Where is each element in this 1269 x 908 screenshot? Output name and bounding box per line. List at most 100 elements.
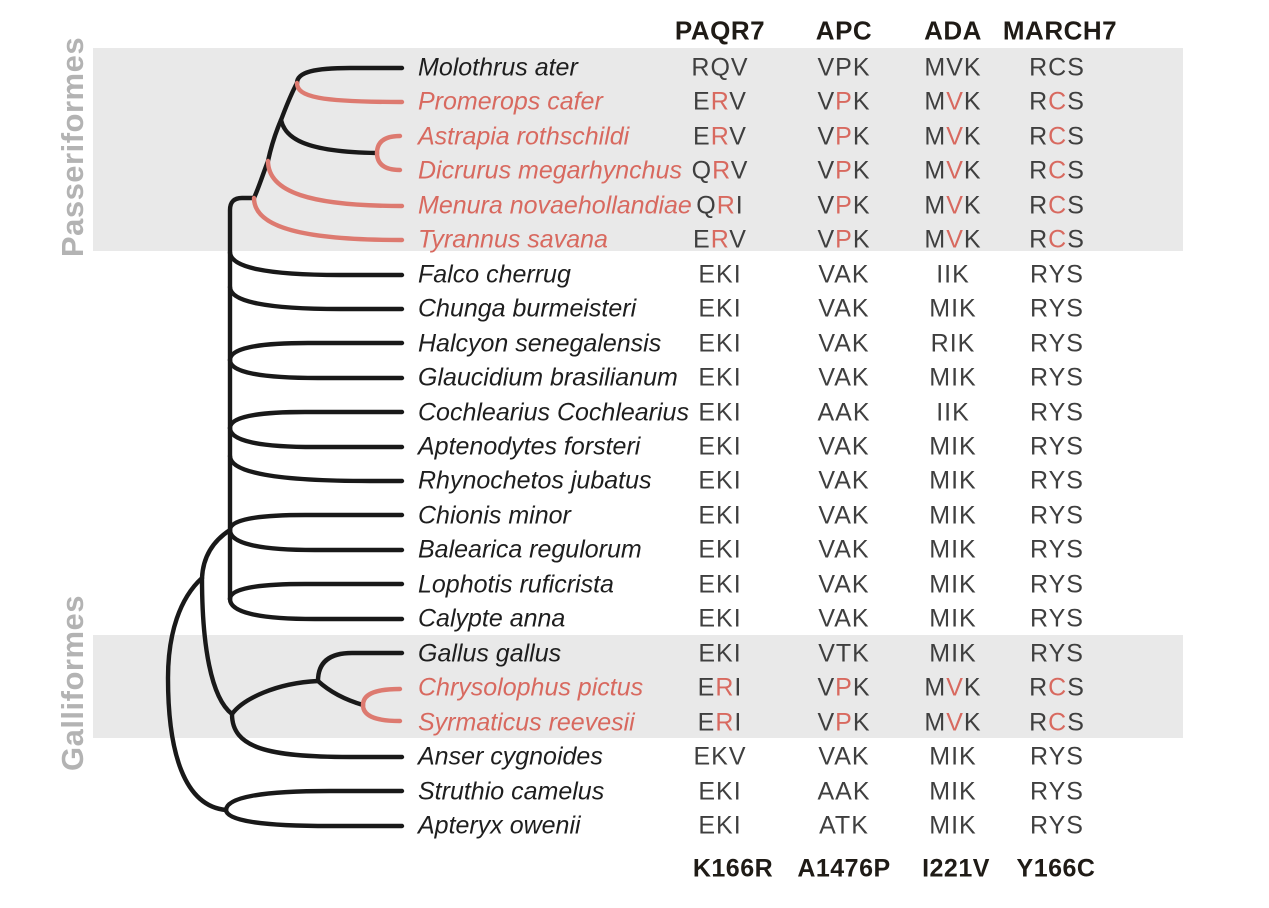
sequence-cell: QRV bbox=[691, 156, 749, 185]
tree-branch-neoaves-stem bbox=[199, 527, 233, 581]
sequence-cell: EKI bbox=[698, 363, 742, 392]
species-name: Chunga burmeisteri bbox=[418, 294, 637, 323]
tree-branch-astrapia-dicrurus-pair bbox=[374, 133, 403, 173]
sequence-cell: VPK bbox=[817, 673, 871, 702]
sequence-cell: AAK bbox=[817, 777, 871, 806]
sequence-cell: EKI bbox=[698, 570, 742, 599]
sequence-cell: VAK bbox=[818, 604, 870, 633]
sequence-cell: RCS bbox=[1029, 122, 1085, 151]
sequence-cell: RYS bbox=[1030, 294, 1084, 323]
species-name: Menura novaehollandiae bbox=[418, 191, 692, 220]
substitution-label-y166c: Y166C bbox=[1016, 854, 1096, 883]
highlighted-residue: V bbox=[946, 87, 964, 116]
sequence-cell: MIK bbox=[929, 363, 977, 392]
highlighted-residue: V bbox=[946, 225, 964, 254]
tree-branch-chunga bbox=[227, 284, 405, 312]
species-name: Falco cherrug bbox=[418, 260, 571, 289]
sequence-cell: RCS bbox=[1029, 673, 1085, 702]
highlighted-residue: C bbox=[1048, 87, 1068, 116]
sequence-cell: VAK bbox=[818, 329, 870, 358]
species-name: Chrysolophus pictus bbox=[418, 673, 644, 702]
tree-branch-anser bbox=[229, 711, 405, 760]
sequence-cell: VPK bbox=[817, 156, 871, 185]
highlighted-residue: C bbox=[1048, 673, 1068, 702]
species-name: Gallus gallus bbox=[418, 639, 562, 668]
tree-branch-halcyon bbox=[227, 340, 405, 363]
sequence-cell: ERI bbox=[697, 708, 743, 737]
highlighted-residue: R bbox=[715, 673, 735, 702]
sequence-cell: MIK bbox=[929, 811, 977, 840]
highlighted-residue: V bbox=[946, 191, 964, 220]
species-name: Dicrurus megarhynchus bbox=[418, 156, 682, 185]
highlighted-residue: R bbox=[712, 156, 731, 185]
sequence-cell: MIK bbox=[929, 432, 977, 461]
sequence-cell: RQV bbox=[691, 53, 749, 82]
sequence-cell: IIK bbox=[936, 398, 970, 427]
sequence-cell: VAK bbox=[818, 363, 870, 392]
substitution-label-k166r: K166R bbox=[692, 854, 774, 883]
tree-branch-chrysolophus-syrmaticus-pair bbox=[360, 686, 403, 724]
gene-header-march7: MARCH7 bbox=[1002, 15, 1118, 46]
sequence-cell: VPK bbox=[817, 191, 871, 220]
sequence-cell: VAK bbox=[818, 294, 870, 323]
sequence-cell: VPK bbox=[817, 87, 871, 116]
sequence-cell: RYS bbox=[1030, 329, 1084, 358]
sequence-cell: MIK bbox=[929, 570, 977, 599]
species-name: Astrapia rothschildi bbox=[418, 122, 630, 151]
tree-branch-balearica bbox=[227, 527, 405, 553]
sequence-cell: EKI bbox=[698, 466, 742, 495]
sequence-cell: MVK bbox=[924, 87, 982, 116]
tree-branch-galloanserae-to-galliformes bbox=[229, 678, 321, 717]
highlighted-residue: V bbox=[946, 673, 964, 702]
species-name: Anser cygnoides bbox=[418, 742, 603, 771]
sequence-cell: VPK bbox=[817, 708, 871, 737]
species-name: Syrmaticus reevesii bbox=[418, 708, 635, 737]
sequence-cell: ERV bbox=[693, 225, 747, 254]
highlighted-residue: P bbox=[835, 673, 853, 702]
sequence-cell: ERI bbox=[697, 673, 743, 702]
sequence-cell: MIK bbox=[929, 777, 977, 806]
passeriformes-band bbox=[93, 48, 1183, 251]
highlighted-residue: R bbox=[715, 708, 735, 737]
sequence-cell: EKI bbox=[698, 811, 742, 840]
sequence-cell: RCS bbox=[1029, 156, 1085, 185]
sequence-cell: VAK bbox=[818, 570, 870, 599]
sequence-cell: EKI bbox=[698, 777, 742, 806]
highlighted-residue: P bbox=[835, 87, 853, 116]
gene-header-paqr7: PAQR7 bbox=[674, 15, 766, 46]
highlighted-residue: P bbox=[835, 191, 853, 220]
sequence-cell: EKI bbox=[698, 639, 742, 668]
sequence-cell: EKI bbox=[698, 432, 742, 461]
sequence-cell: MVK bbox=[924, 122, 982, 151]
sequence-cell: RCS bbox=[1029, 53, 1085, 82]
species-name: Chionis minor bbox=[418, 501, 571, 530]
sequence-cell: AAK bbox=[817, 398, 871, 427]
sequence-cell: RYS bbox=[1030, 604, 1084, 633]
sequence-cell: VPK bbox=[817, 53, 871, 82]
highlighted-residue: V bbox=[946, 708, 964, 737]
highlighted-residue: R bbox=[710, 225, 730, 254]
highlighted-residue: C bbox=[1048, 225, 1068, 254]
sequence-cell: MIK bbox=[929, 535, 977, 564]
species-name: Cochlearius Cochlearius bbox=[418, 398, 689, 427]
species-name: Halcyon senegalensis bbox=[418, 329, 662, 358]
species-name: Rhynochetos jubatus bbox=[418, 466, 652, 495]
sequence-cell: QRI bbox=[696, 191, 744, 220]
species-name: Molothrus ater bbox=[418, 53, 578, 82]
highlighted-residue: R bbox=[716, 191, 736, 220]
sequence-cell: VPK bbox=[817, 225, 871, 254]
species-name: Balearica regulorum bbox=[418, 535, 642, 564]
sequence-cell: MVK bbox=[924, 156, 982, 185]
sequence-cell: EKI bbox=[698, 398, 742, 427]
sequence-cell: MIK bbox=[929, 604, 977, 633]
sequence-cell: EKI bbox=[698, 260, 742, 289]
highlighted-residue: P bbox=[835, 122, 853, 151]
tree-branch-molothrus bbox=[294, 65, 405, 86]
sequence-cell: RYS bbox=[1030, 535, 1084, 564]
tree-branch-menura bbox=[265, 158, 405, 209]
sequence-cell: RCS bbox=[1029, 225, 1085, 254]
species-name: Calypte anna bbox=[418, 604, 566, 633]
tree-branch-galliformes-to-pheasant-pair bbox=[315, 678, 366, 708]
substitution-label-a1476p: A1476P bbox=[797, 854, 891, 883]
sequence-cell: RYS bbox=[1030, 777, 1084, 806]
